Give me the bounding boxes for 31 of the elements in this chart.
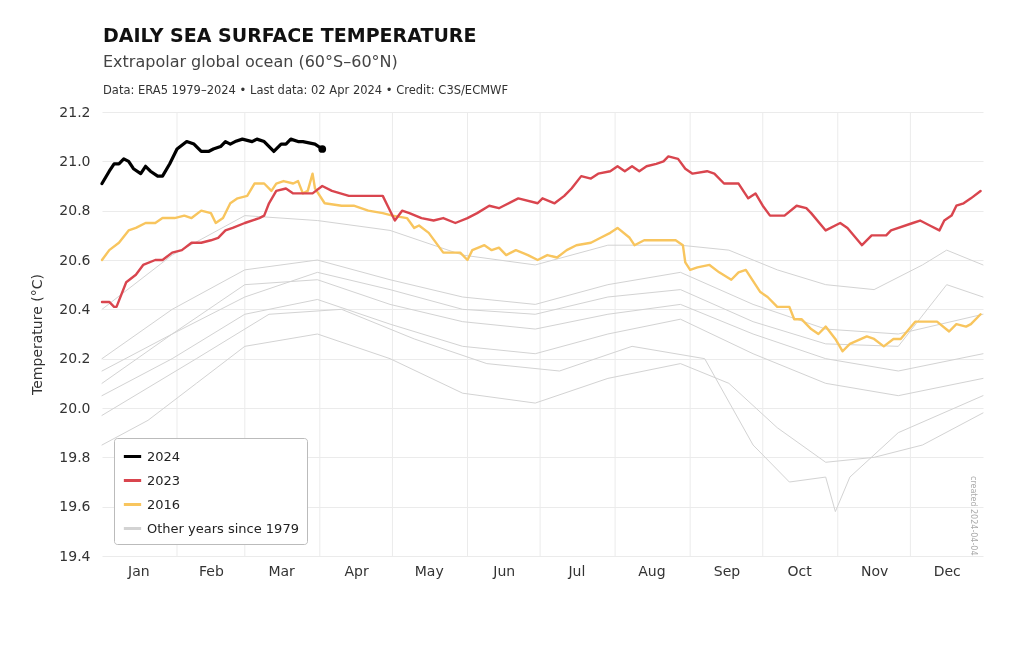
- text: Data: ERA5 1979–2024 • Last data: 02 Apr 2024 • Credit: C3S/ECMWF: [103, 83, 509, 97]
- x-tick-label: Sep: [713, 562, 741, 579]
- legend-label: Other years since 1979: [147, 520, 299, 536]
- legend-label: 2024: [147, 448, 181, 464]
- x-tick-label: Nov: [860, 562, 889, 579]
- y-tick-label: 20.8: [59, 202, 91, 219]
- chart-subtitle: Extrapolar global ocean (60°S–60°N): [103, 52, 398, 71]
- legend-label: 2016: [147, 496, 181, 512]
- x-tick-label: May: [414, 562, 444, 579]
- annotation: created 2024-04-04: [969, 476, 978, 556]
- y-tick-label: 21.2: [59, 103, 91, 120]
- y-tick-label: 19.4: [59, 547, 91, 564]
- y-tick-label: 21.0: [59, 152, 91, 169]
- y-tick-label: 20.4: [59, 300, 91, 317]
- x-tick-label: Dec: [933, 562, 961, 579]
- x-tick-label: Jan: [127, 562, 150, 579]
- x-tick-label: Apr: [344, 562, 369, 579]
- x-tick-label: Feb: [199, 562, 224, 579]
- x-tick-label: Mar: [268, 562, 296, 579]
- y-axis-title: Temperature (°C): [29, 274, 46, 396]
- y-tick-label: 20.0: [59, 399, 91, 416]
- y-tick-label: 19.6: [59, 498, 91, 515]
- legend-label: 2023: [147, 472, 181, 488]
- y-tick-label: 19.8: [59, 448, 91, 465]
- x-tick-label: Jun: [492, 562, 516, 579]
- x-tick-label: Oct: [787, 562, 813, 579]
- chart-title: DAILY SEA SURFACE TEMPERATURE: [103, 24, 477, 46]
- x-tick-label: Aug: [638, 562, 666, 579]
- y-tick-label: 20.6: [59, 251, 91, 268]
- x-tick-label: Jul: [567, 562, 586, 579]
- y-tick-label: 20.2: [59, 350, 91, 367]
